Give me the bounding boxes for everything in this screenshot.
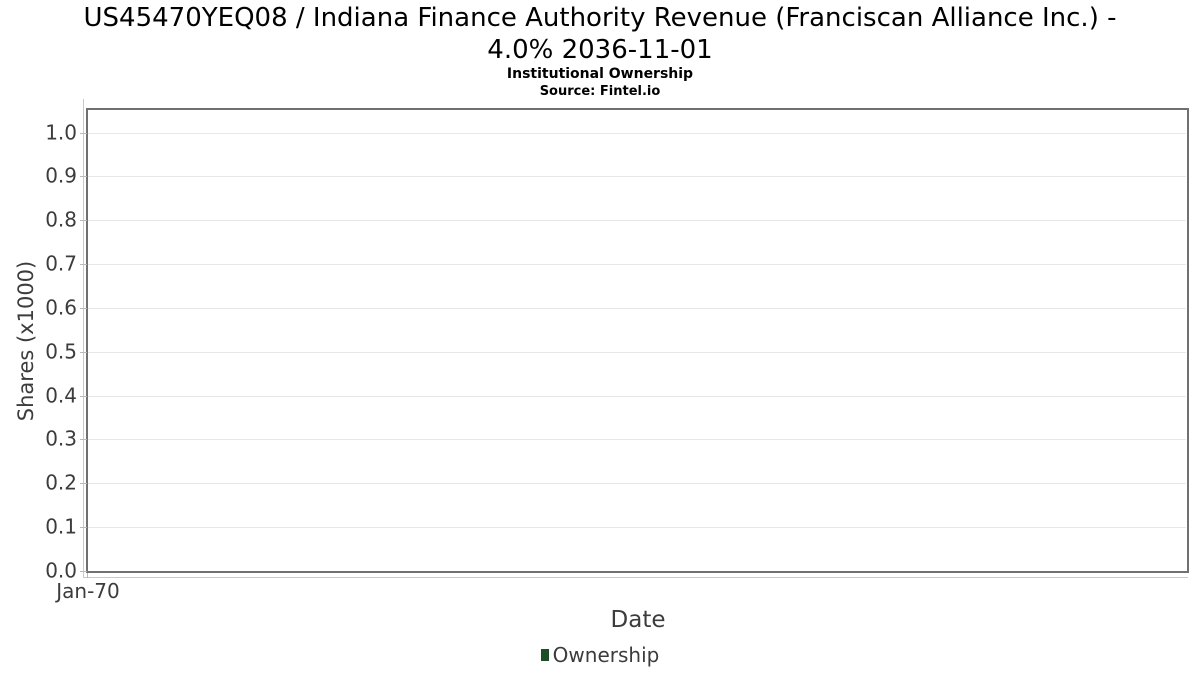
plot-area [86,108,1189,573]
gridline [88,220,1186,221]
y-tick-mark [80,220,87,221]
x-tick-label: Jan-70 [56,579,120,603]
chart-title-line-1: US45470YEQ08 / Indiana Finance Authority… [83,3,1117,33]
legend: Ownership [0,645,1200,665]
y-tick-label: 0.9 [45,163,77,188]
y-tick-label: 0.2 [45,470,77,495]
gridline [88,264,1186,265]
gridline [88,308,1186,309]
y-tick-mark [80,264,87,265]
gridline [88,176,1186,177]
y-tick-mark [80,439,87,440]
y-tick-label: 0.4 [45,383,77,408]
y-tick-mark [80,571,87,572]
gridline [88,527,1186,528]
chart-source: Source: Fintel.io [539,84,661,99]
y-tick-label: 1.0 [45,120,77,145]
y-tick-label: 0.3 [45,426,77,451]
y-tick-mark [80,527,87,528]
y-tick-label: 0.7 [45,251,77,276]
gridline [88,396,1186,397]
x-axis-label: Date [610,607,666,633]
y-tick-label: 0.5 [45,339,77,364]
y-tick-mark [80,308,87,309]
y-tick-mark [80,396,87,397]
x-axis-line [83,577,1188,578]
y-tick-label: 0.8 [45,207,77,232]
y-axis-label: Shares (x1000) [14,260,38,422]
y-axis-line [83,99,84,578]
x-tick-mark [87,573,88,578]
chart-title-line-2: 4.0% 2036-11-01 [487,35,713,65]
chart-subtitle: Institutional Ownership [506,66,694,82]
legend-label-ownership: Ownership [552,643,660,667]
legend-marker-ownership [540,649,549,661]
chart-title: US45470YEQ08 / Indiana Finance Authority… [0,2,1200,66]
gridline [88,439,1186,440]
y-tick-mark [80,352,87,353]
gridline [88,133,1186,134]
y-tick-mark [80,483,87,484]
gridline [88,483,1186,484]
gridline [88,352,1186,353]
y-tick-label: 0.1 [45,514,77,539]
y-tick-label: 0.0 [45,558,77,583]
y-tick-mark [80,133,87,134]
y-tick-mark [80,176,87,177]
y-tick-label: 0.6 [45,295,77,320]
